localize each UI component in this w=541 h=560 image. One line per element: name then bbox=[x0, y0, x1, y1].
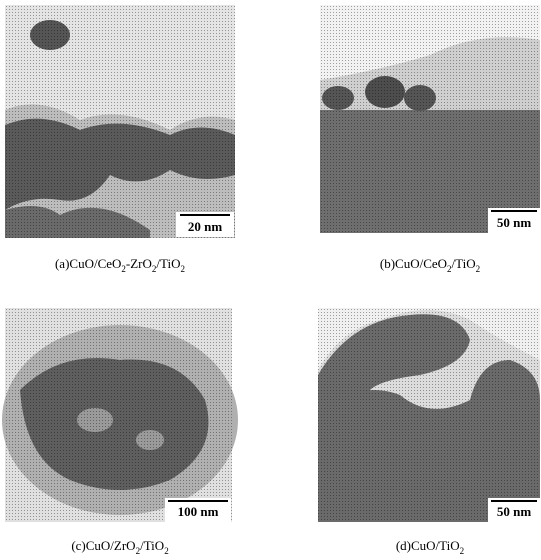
scale-bar-label: 50 nm bbox=[497, 215, 531, 230]
scale-bar-label: 20 nm bbox=[188, 219, 222, 234]
caption-text: (a)CuO/CeO bbox=[55, 256, 121, 271]
image-c: 100 nm bbox=[2, 308, 238, 522]
image-d: 50 nm bbox=[318, 308, 540, 522]
figure: 20 nm (a)CuO/CeO2-ZrO2/TiO2 50 nm (b)CuO… bbox=[0, 0, 541, 560]
caption-text: (c)CuO/ZrO bbox=[71, 538, 135, 553]
subscript: 2 bbox=[476, 264, 481, 274]
image-a: 20 nm bbox=[5, 5, 235, 238]
caption-text: (b)CuO/CeO bbox=[380, 256, 447, 271]
subscript: 2 bbox=[164, 546, 169, 556]
scale-bar-label: 50 nm bbox=[497, 504, 531, 519]
caption: (d)CuO/TiO2 bbox=[396, 538, 464, 556]
caption: (b)CuO/CeO2/TiO2 bbox=[380, 256, 480, 274]
caption-text: /TiO bbox=[140, 538, 164, 553]
subscript: 2 bbox=[181, 264, 186, 274]
caption: (a)CuO/CeO2-ZrO2/TiO2 bbox=[55, 256, 185, 274]
caption: (c)CuO/ZrO2/TiO2 bbox=[71, 538, 168, 556]
caption-text: (d)CuO/TiO bbox=[396, 538, 460, 553]
caption-text: -ZrO bbox=[126, 256, 152, 271]
caption-text: /TiO bbox=[156, 256, 180, 271]
scale-bar-label: 100 nm bbox=[178, 504, 219, 519]
subscript: 2 bbox=[460, 546, 465, 556]
image-b: 50 nm bbox=[320, 5, 540, 233]
caption-text: /TiO bbox=[452, 256, 476, 271]
